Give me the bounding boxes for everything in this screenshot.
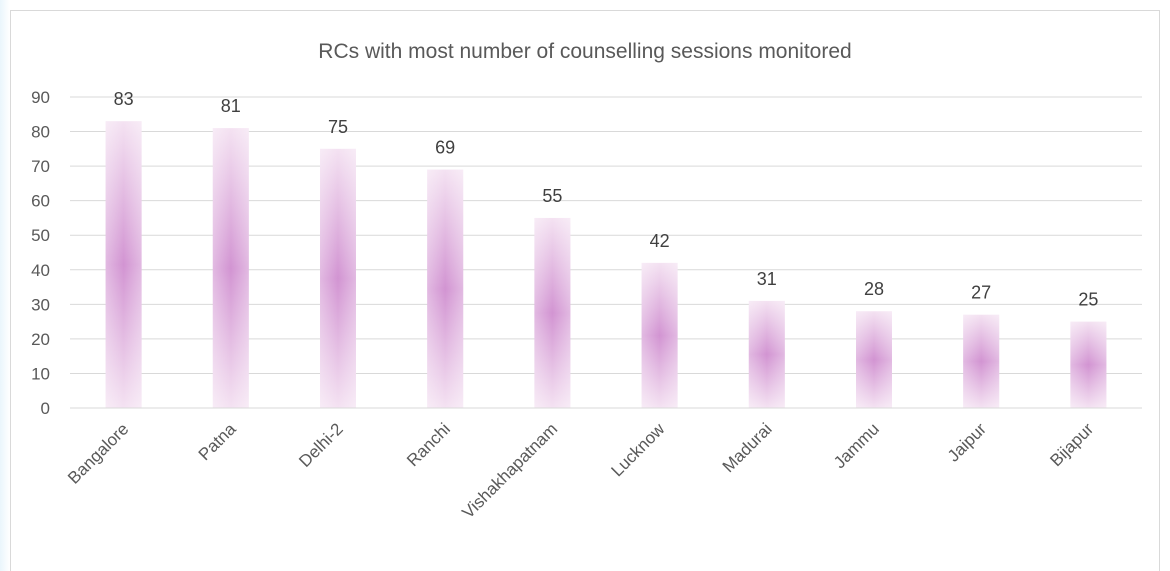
chart-frame — [10, 10, 1160, 571]
bar-shade — [1070, 321, 1107, 408]
data-label: 25 — [1078, 290, 1098, 310]
y-tick-label: 70 — [31, 157, 50, 176]
y-tick-label: 30 — [31, 295, 50, 314]
y-tick-label: 0 — [41, 399, 50, 418]
x-tick-label: Patna — [195, 419, 240, 464]
bar-shade — [320, 148, 356, 409]
data-label: 31 — [757, 269, 777, 289]
bar-shade — [641, 262, 678, 408]
data-label: 42 — [650, 231, 670, 251]
bar-shade — [856, 311, 892, 408]
data-label: 83 — [114, 89, 134, 109]
data-label: 75 — [328, 117, 348, 137]
x-tick-label: Madurai — [719, 419, 776, 476]
data-label: 27 — [971, 283, 991, 303]
x-tick-label: Jaipur — [944, 419, 990, 465]
y-tick-label: 50 — [31, 226, 50, 245]
data-label: 81 — [221, 96, 241, 116]
data-label: 55 — [542, 186, 562, 206]
y-axis: 0 10 20 30 40 50 60 70 80 90 — [31, 88, 50, 418]
x-tick-label: Ranchi — [403, 419, 454, 470]
x-tick-label: Bijapur — [1046, 419, 1097, 470]
bars — [105, 121, 1107, 409]
y-tick-label: 90 — [31, 88, 50, 107]
chart-title: RCs with most number of counselling sess… — [318, 40, 851, 63]
x-tick-label: Delhi-2 — [295, 419, 347, 471]
data-label: 28 — [864, 279, 884, 299]
data-label: 69 — [435, 138, 455, 158]
bar-shade — [212, 128, 249, 408]
page-edge — [0, 0, 10, 571]
bar-shade — [105, 121, 142, 408]
data-labels: 83 81 75 69 55 42 31 28 27 25 — [114, 89, 1099, 309]
x-tick-label: Jammu — [830, 419, 883, 472]
x-axis: Bangalore Patna Delhi-2 Ranchi Vishakhapatna… — [64, 407, 1142, 522]
y-tick-label: 60 — [31, 192, 50, 211]
x-tick-label: Bangalore — [64, 419, 132, 487]
y-tick-label: 80 — [31, 123, 50, 142]
y-tick-label: 40 — [31, 261, 50, 280]
bar-shade — [534, 217, 571, 408]
y-tick-label: 20 — [31, 330, 50, 349]
bar-shade — [963, 314, 1000, 408]
x-tick-label: Vishakhapatnam — [458, 419, 561, 522]
y-tick-label: 10 — [31, 364, 50, 383]
bar-shade — [427, 169, 464, 408]
bar-shade — [748, 300, 785, 408]
x-tick-label: Lucknow — [608, 419, 669, 480]
